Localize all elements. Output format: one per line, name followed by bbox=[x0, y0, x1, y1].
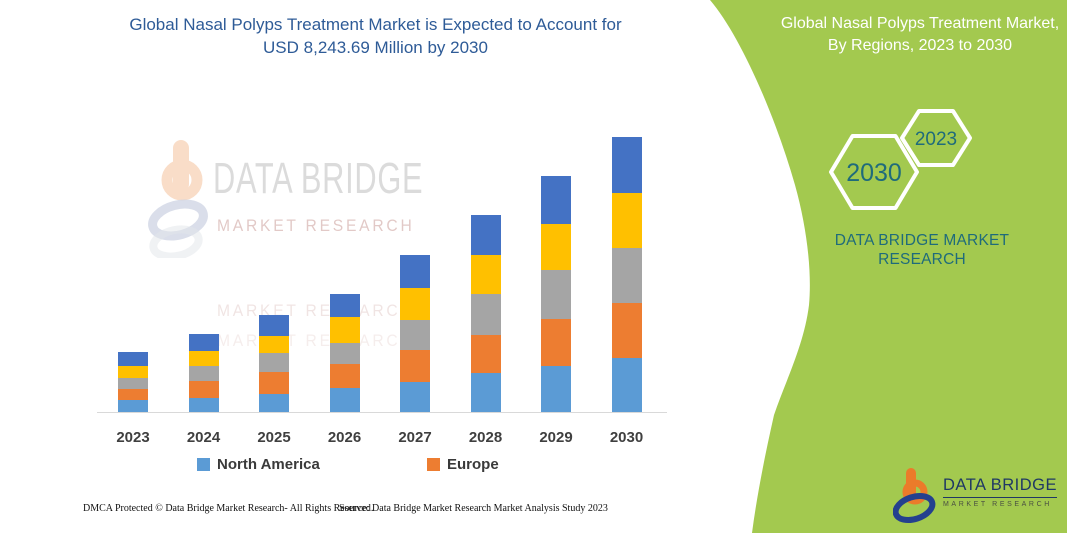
bar-2029 bbox=[541, 176, 571, 412]
bar-segment-unlabeled-region-blue bbox=[188, 334, 219, 351]
bar-segment-unlabeled-region-yellow bbox=[541, 224, 571, 270]
dbmr-logo: DATA BRIDGE MARKET RESEARCH bbox=[893, 466, 1063, 526]
brand-name: DATA BRIDGE MARKET RESEARCH bbox=[834, 232, 1010, 268]
bar-segment-unlabeled-region-yellow bbox=[611, 193, 642, 248]
bar-segment-north-america bbox=[329, 388, 360, 412]
bar-2024 bbox=[188, 334, 219, 412]
x-axis-label-2028: 2028 bbox=[468, 429, 503, 446]
bar-segment-unlabeled-region-blue bbox=[541, 176, 571, 224]
bar-segment-unlabeled-region-gray bbox=[611, 248, 642, 303]
x-axis-label-2025: 2025 bbox=[257, 429, 291, 446]
bar-segment-europe bbox=[188, 381, 219, 398]
legend-swatch-icon bbox=[197, 458, 210, 471]
x-axis-label-2029: 2029 bbox=[539, 429, 573, 446]
bar-segment-unlabeled-region-gray bbox=[118, 378, 148, 389]
bar-segment-unlabeled-region-gray bbox=[541, 270, 571, 319]
bar-segment-unlabeled-region-yellow bbox=[118, 366, 148, 378]
bar-segment-north-america bbox=[470, 373, 501, 412]
bar-segment-unlabeled-region-gray bbox=[259, 353, 289, 372]
bar-segment-unlabeled-region-gray bbox=[400, 320, 430, 350]
bar-2028 bbox=[470, 215, 501, 412]
x-axis-line bbox=[97, 412, 667, 413]
bar-segment-unlabeled-region-yellow bbox=[400, 288, 430, 320]
x-axis-label-2026: 2026 bbox=[327, 429, 362, 446]
legend-item-europe: Europe bbox=[427, 456, 499, 473]
bar-segment-europe bbox=[541, 319, 571, 366]
bar-segment-europe bbox=[400, 350, 430, 382]
bar-2023 bbox=[118, 352, 148, 412]
panel-heading: Global Nasal Polyps Treatment Market, By… bbox=[780, 15, 1060, 54]
bar-segment-unlabeled-region-gray bbox=[188, 366, 219, 381]
x-axis-label-2030: 2030 bbox=[609, 429, 644, 446]
bar-2025 bbox=[259, 315, 289, 412]
bar-segment-unlabeled-region-yellow bbox=[188, 351, 219, 366]
bar-segment-unlabeled-region-blue bbox=[611, 137, 642, 193]
hexagon-2030-badge bbox=[829, 134, 919, 210]
hexagon-2030-label: 2030 bbox=[846, 159, 902, 187]
hexagon-badges: 2030 2023 bbox=[829, 109, 972, 210]
bar-segment-unlabeled-region-blue bbox=[259, 315, 289, 336]
legend-label: Europe bbox=[447, 456, 499, 473]
bar-2030 bbox=[611, 137, 642, 412]
bar-segment-north-america bbox=[188, 398, 219, 412]
bar-segment-unlabeled-region-blue bbox=[470, 215, 501, 255]
bar-segment-europe bbox=[329, 364, 360, 388]
bar-segment-north-america bbox=[400, 382, 430, 412]
footer-dmca-text: DMCA Protected © Data Bridge Market Rese… bbox=[83, 503, 374, 514]
bar-segment-europe bbox=[470, 335, 501, 373]
x-axis-label-2023: 2023 bbox=[116, 429, 150, 446]
chart-title: Global Nasal Polyps Treatment Market is … bbox=[129, 15, 622, 57]
dbmr-logo-icon bbox=[893, 468, 936, 523]
bar-segment-north-america bbox=[611, 358, 642, 412]
legend-swatch-icon bbox=[427, 458, 440, 471]
logo-name: DATA BRIDGE bbox=[943, 476, 1057, 498]
x-axis-label-2027: 2027 bbox=[398, 429, 432, 446]
bar-segment-unlabeled-region-blue bbox=[400, 255, 430, 288]
bar-segment-unlabeled-region-yellow bbox=[329, 317, 360, 343]
bar-2026 bbox=[329, 294, 360, 412]
legend-label: North America bbox=[217, 456, 320, 473]
bar-segment-north-america bbox=[259, 394, 289, 412]
x-axis-label-2024: 2024 bbox=[186, 429, 221, 446]
hexagon-2023-label: 2023 bbox=[915, 129, 957, 150]
hexagon-2023-badge bbox=[900, 109, 972, 167]
bar-segment-unlabeled-region-gray bbox=[329, 343, 360, 364]
bar-segment-north-america bbox=[541, 366, 571, 412]
bar-segment-unlabeled-region-yellow bbox=[470, 255, 501, 294]
bar-2027 bbox=[400, 255, 430, 412]
bar-segment-europe bbox=[118, 389, 148, 400]
bar-segment-europe bbox=[259, 372, 289, 394]
bar-segment-north-america bbox=[118, 400, 148, 412]
logo-subtitle: MARKET RESEARCH bbox=[943, 501, 1052, 508]
bar-segment-unlabeled-region-yellow bbox=[259, 336, 289, 353]
bar-segment-europe bbox=[611, 303, 642, 358]
bar-segment-unlabeled-region-gray bbox=[470, 294, 501, 335]
bar-segment-unlabeled-region-blue bbox=[118, 352, 148, 366]
bar-segment-unlabeled-region-blue bbox=[329, 294, 360, 317]
legend-item-north-america: North America bbox=[197, 456, 320, 473]
footer-source-text: Source: Data Bridge Market Research Mark… bbox=[339, 503, 608, 514]
